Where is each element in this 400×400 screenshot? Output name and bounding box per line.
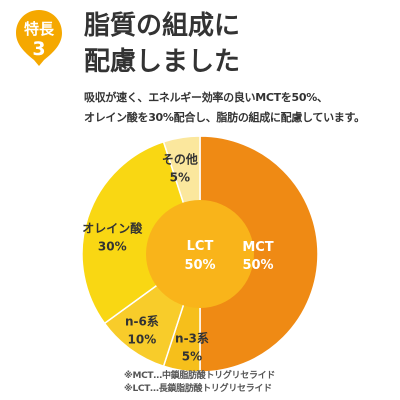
inner-label-lct: LCT (187, 239, 214, 254)
slice-value-slice-4: 5% (170, 171, 190, 185)
slice-label-slice-4: その他 (162, 152, 198, 167)
slice-value-n-6: 10% (128, 332, 157, 346)
footnote-lct: ※LCT…長鎖脂肪酸トリグリセライド (124, 384, 272, 394)
slice-label-n-6: n-6系 (125, 313, 159, 328)
inner-value-lct: 50% (184, 258, 215, 273)
slice-label-mct: MCT (242, 240, 273, 255)
slice-label-n-3: n-3系 (175, 331, 209, 346)
slice-value-slice-3: 30% (98, 239, 127, 253)
description-line-1: 吸収が速く、エネルギー効率の良いMCTを50%、 (84, 91, 328, 104)
badge-number: 3 (32, 38, 46, 60)
feature-badge: 特長 3 (14, 8, 64, 68)
slice-value-mct: 50% (242, 258, 273, 273)
pie-inner-lct-circle (146, 200, 254, 308)
pie-slice-mct (199, 135, 319, 373)
badge-label: 特長 (23, 20, 54, 38)
badge-shape (16, 10, 62, 66)
footnote-mct: ※MCT…中鎖脂肪酸トリグリセライド (124, 371, 276, 381)
description: 吸収が速く、エネルギー効率の良いMCTを50%、 オレイン酸を30%配合し、脂肪… (84, 88, 390, 128)
footnotes: ※MCT…中鎖脂肪酸トリグリセライド ※LCT…長鎖脂肪酸トリグリセライド (124, 370, 275, 396)
pie-slice-slice-3 (81, 140, 201, 325)
slice-label-slice-3: オレイン酸 (82, 220, 143, 235)
description-line-2: オレイン酸を30%配合し、脂肪の組成に配慮しています。 (84, 111, 365, 124)
title-line-2: 配慮しました (84, 47, 241, 77)
slice-value-n-3: 5% (182, 350, 202, 364)
title-line-1: 脂質の組成に (84, 11, 241, 41)
page-title: 脂質の組成に 配慮しました (84, 8, 374, 80)
